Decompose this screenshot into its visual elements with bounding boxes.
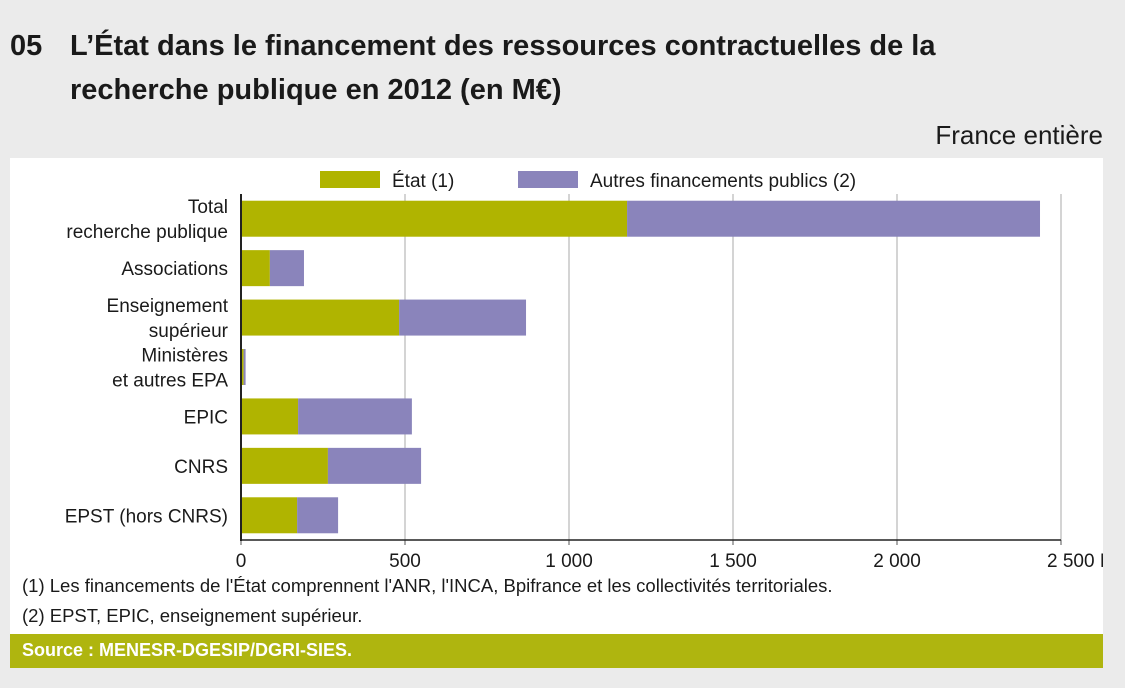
x-tick-label: 0 (236, 551, 247, 572)
category-label: Ministères (141, 346, 228, 367)
bar-etat (241, 398, 299, 435)
x-tick-label: 2 000 (873, 551, 921, 572)
footnote-1: (1) Les financements de l'État comprenne… (22, 575, 833, 596)
legend-label: Autres financements publics (2) (590, 171, 856, 192)
source-bar: Source : MENESR-DGESIP/DGRI-SIES. (10, 634, 1103, 668)
bar-etat (241, 250, 270, 287)
bar-autres (399, 299, 527, 336)
category-label: et autres EPA (112, 371, 228, 392)
bar-autres (298, 398, 412, 435)
category-label: Enseignement (107, 296, 229, 317)
chart-title: L’État dans le financement des ressource… (70, 30, 936, 106)
x-tick-label: 1 500 (709, 551, 757, 572)
legend-swatch (518, 171, 578, 188)
legend-swatch (320, 171, 380, 188)
bar-autres (627, 200, 1041, 237)
chart-number: 05 (10, 30, 43, 62)
bar-etat (241, 349, 244, 385)
bar-chart: 0 500 1 000 1 500 2 000 2 500 M€ Total recherch… (65, 171, 1103, 572)
category-label: EPIC (184, 407, 228, 428)
bar-autres (297, 497, 339, 534)
category-label: EPST (hors CNRS) (65, 506, 228, 527)
category-label: CNRS (174, 457, 228, 478)
x-tick-label: 500 (389, 551, 421, 572)
category-label: Associations (121, 259, 228, 280)
legend-label: État (1) (392, 171, 454, 192)
bar-autres (269, 250, 304, 287)
bar-etat (241, 299, 400, 336)
category-label: supérieur (149, 321, 229, 342)
bar-etat (241, 497, 298, 534)
footnote-2: (2) EPST, EPIC, enseignement supérieur. (22, 605, 363, 626)
bar-autres (327, 447, 422, 484)
x-tick-label: 1 000 (545, 551, 593, 572)
x-tick-label: 2 500 M€ (1047, 551, 1103, 572)
bar-autres (243, 349, 246, 385)
chart-scope: France entière (935, 120, 1103, 150)
bar-etat (241, 447, 328, 484)
category-label: Total (188, 197, 228, 218)
category-label: recherche publique (66, 222, 228, 243)
chart-panel: 0 500 1 000 1 500 2 000 2 500 M€ Total recherch… (10, 158, 1103, 634)
bar-etat (241, 200, 628, 237)
